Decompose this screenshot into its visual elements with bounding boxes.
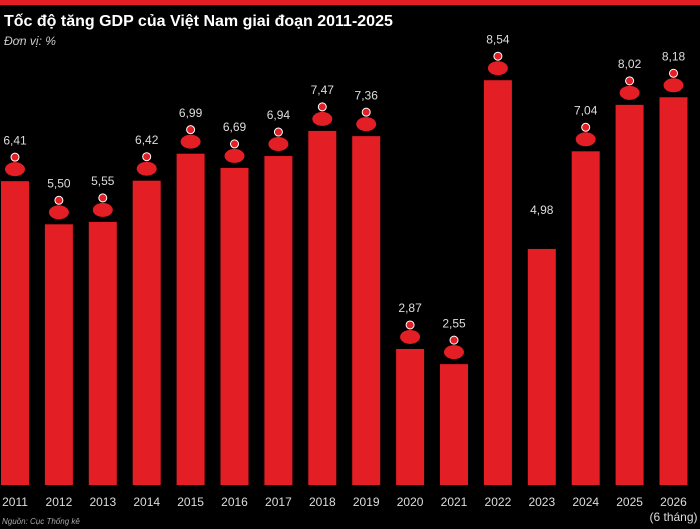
piggy-icon bbox=[400, 329, 421, 344]
value-label: 6,69 bbox=[223, 120, 247, 134]
piggy-icon bbox=[663, 78, 684, 93]
x-tick-label: 2023 bbox=[528, 495, 555, 509]
piggy-icon bbox=[136, 161, 157, 176]
x-tick-label: 2025 bbox=[616, 495, 643, 509]
piggy-icon bbox=[575, 132, 596, 147]
chart-subtitle: Đơn vị: % bbox=[4, 34, 56, 48]
coin-icon bbox=[142, 152, 152, 162]
bar bbox=[396, 348, 425, 485]
piggy-icon bbox=[487, 61, 508, 76]
value-label: 7,04 bbox=[574, 103, 598, 117]
coin-icon bbox=[449, 335, 459, 345]
x-tick-label: 2012 bbox=[46, 495, 73, 509]
x-tick-label: 2020 bbox=[397, 495, 424, 509]
coin-icon bbox=[493, 51, 503, 61]
chart-title: Tốc độ tăng GDP của Việt Nam giai đoạn 2… bbox=[4, 13, 393, 30]
source: Nguồn: Cục Thống kê bbox=[2, 517, 80, 526]
piggy-icon bbox=[444, 345, 464, 360]
piggy-icon bbox=[92, 202, 113, 217]
bar bbox=[571, 151, 600, 485]
piggy-icon bbox=[48, 205, 69, 220]
value-label: 5,55 bbox=[91, 174, 115, 188]
coin-icon bbox=[669, 68, 678, 78]
value-label: 6,41 bbox=[3, 133, 27, 147]
x-tick-label: 2022 bbox=[485, 495, 512, 509]
x-tick-label: 2016 bbox=[221, 495, 248, 509]
coin-icon bbox=[361, 107, 371, 117]
category-note: (6 tháng) bbox=[649, 510, 697, 524]
x-tick-label: 2013 bbox=[89, 495, 116, 509]
coin-icon bbox=[186, 125, 196, 135]
coin-icon bbox=[317, 102, 327, 112]
value-label: 2,87 bbox=[398, 301, 422, 315]
value-label: 8,54 bbox=[486, 32, 510, 46]
piggy-icon bbox=[224, 148, 245, 163]
value-label: 6,94 bbox=[267, 108, 291, 122]
value-label: 4,98 bbox=[530, 203, 554, 217]
top-stripe bbox=[0, 0, 700, 5]
coin-icon bbox=[230, 139, 239, 149]
value-label: 5,50 bbox=[47, 176, 71, 190]
x-tick-label: 2024 bbox=[572, 495, 599, 509]
bar bbox=[308, 130, 337, 485]
x-tick-label: 2011 bbox=[2, 495, 28, 509]
bar bbox=[527, 248, 556, 485]
bar bbox=[440, 364, 468, 485]
bar bbox=[88, 221, 117, 485]
piggy-icon bbox=[180, 134, 201, 149]
bar bbox=[1, 181, 29, 485]
coin-icon bbox=[98, 193, 108, 203]
x-tick-label: 2014 bbox=[133, 495, 160, 509]
coin-icon bbox=[10, 152, 20, 162]
value-label: 8,02 bbox=[618, 57, 642, 71]
bar bbox=[132, 180, 161, 485]
piggy-icon bbox=[268, 137, 289, 152]
value-label: 2,55 bbox=[442, 316, 466, 330]
bar bbox=[44, 224, 73, 486]
bar bbox=[352, 136, 381, 486]
piggy-icon bbox=[356, 117, 377, 132]
value-label: 6,42 bbox=[135, 133, 159, 147]
x-tick-label: 2018 bbox=[309, 495, 336, 509]
bar bbox=[659, 97, 688, 485]
value-label: 6,99 bbox=[179, 106, 203, 120]
bar bbox=[483, 80, 512, 485]
coin-icon bbox=[625, 76, 635, 86]
bar bbox=[176, 153, 205, 485]
bar bbox=[264, 156, 293, 485]
coin-icon bbox=[273, 127, 283, 137]
coin-icon bbox=[54, 195, 64, 205]
x-tick-label: 2019 bbox=[353, 495, 380, 509]
x-tick-label: 2021 bbox=[441, 495, 468, 509]
x-tick-label: 2026 bbox=[660, 495, 687, 509]
value-label: 7,47 bbox=[311, 83, 335, 97]
piggy-icon bbox=[312, 111, 333, 126]
x-tick-label: 2017 bbox=[265, 495, 292, 509]
x-tick-label: 2015 bbox=[177, 495, 204, 509]
piggy-icon bbox=[619, 85, 640, 100]
bar bbox=[615, 104, 644, 486]
value-label: 7,36 bbox=[355, 88, 379, 102]
bar bbox=[220, 167, 249, 486]
value-label: 8,18 bbox=[662, 49, 686, 63]
coin-icon bbox=[405, 320, 415, 330]
coin-icon bbox=[581, 122, 591, 132]
piggy-icon bbox=[5, 162, 25, 177]
